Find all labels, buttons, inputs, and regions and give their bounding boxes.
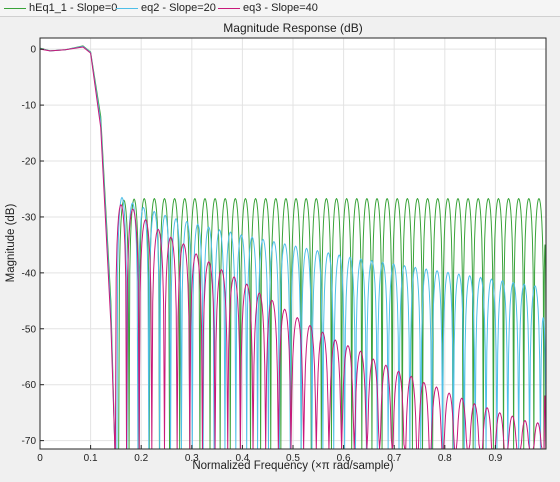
magnitude-response-chart[interactable]: 0 0.1 0.2 0.3 0.4 0.5 0.6 0.7 0.8 0.9 0 -10 -20 -30 -4… xyxy=(0,17,560,477)
axis-ticks: 0 0.1 0.2 0.3 0.4 0.5 0.6 0.7 0.8 0.9 0 -10 -20 -30 -4… xyxy=(22,45,503,464)
legend-swatch-eq2 xyxy=(116,7,138,9)
y-tick-label: -70 xyxy=(22,436,37,447)
legend-label-eq3: eq3 - Slope=40 xyxy=(243,2,318,14)
x-tick-label: 0.1 xyxy=(84,453,98,464)
x-tick-label: 0.9 xyxy=(488,453,502,464)
y-tick-label: -50 xyxy=(22,324,37,335)
y-tick-label: -30 xyxy=(22,212,37,223)
legend-item-eq2[interactable]: eq2 - Slope=20 xyxy=(116,0,216,16)
x-tick-label: 0.2 xyxy=(134,453,148,464)
legend-swatch-heq1 xyxy=(4,7,26,9)
y-axis-label: Magnitude (dB) xyxy=(5,204,17,283)
grid xyxy=(39,38,546,449)
legend-item-eq3[interactable]: eq3 - Slope=40 xyxy=(218,0,318,16)
series-line-2 xyxy=(39,45,547,450)
x-tick-label: 0.3 xyxy=(185,453,199,464)
y-tick-label: -10 xyxy=(22,101,37,112)
x-tick-label: 0.7 xyxy=(387,453,401,464)
legend-label-heq1: hEq1_1 - Slope=0 xyxy=(29,2,118,14)
x-tick-label: 0 xyxy=(37,453,43,464)
legend-item-heq1[interactable]: hEq1_1 - Slope=0 xyxy=(4,0,117,16)
y-tick-label: -40 xyxy=(22,268,37,279)
legend: hEq1_1 - Slope=0 eq2 - Slope=20 eq3 - Sl… xyxy=(0,0,560,17)
legend-swatch-eq3 xyxy=(218,7,240,9)
y-tick-label: -60 xyxy=(22,380,37,391)
chart-title: Magnitude Response (dB) xyxy=(223,21,362,35)
y-tick-label: -20 xyxy=(22,157,37,168)
legend-label-eq2: eq2 - Slope=20 xyxy=(141,2,216,14)
x-tick-label: 0.5 xyxy=(286,453,300,464)
y-tick-label: 0 xyxy=(30,45,36,56)
x-tick-label: 0.4 xyxy=(235,453,249,464)
x-tick-label: 0.6 xyxy=(337,453,351,464)
series-line-1 xyxy=(39,45,547,450)
x-axis-label: Normalized Frequency (×π rad/sample) xyxy=(192,460,393,472)
chart-area: 0 0.1 0.2 0.3 0.4 0.5 0.6 0.7 0.8 0.9 0 -10 -20 -30 -4… xyxy=(0,17,560,477)
x-tick-label: 0.8 xyxy=(438,453,452,464)
